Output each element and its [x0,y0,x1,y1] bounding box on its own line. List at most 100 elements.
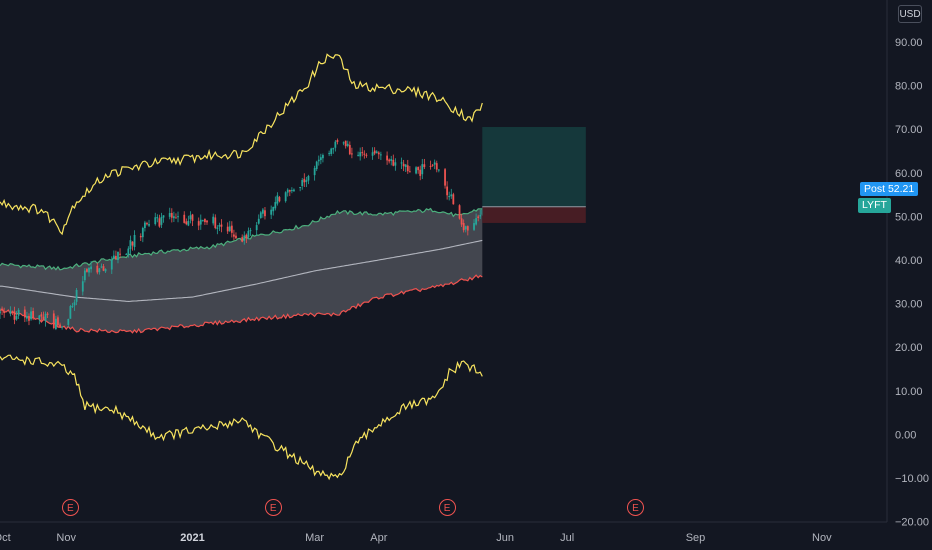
stop-loss-zone[interactable] [482,206,586,223]
profit-zone[interactable] [482,127,586,207]
candle-body [204,218,206,223]
candle-body [148,223,150,226]
candle-body [322,155,324,159]
candle-body [112,255,115,258]
candle-body [473,223,475,230]
candle-body [115,255,117,260]
earnings-marker[interactable]: E [627,499,644,516]
y-tick-label: 80.00 [895,81,923,93]
candle-body [460,218,463,225]
candle-body [319,157,322,161]
candle-body [317,159,320,162]
candle-body [361,152,364,154]
candle-body [98,268,101,273]
candle-body [156,217,159,219]
candle-body [344,140,347,147]
x-tick-label: Sep [686,532,706,544]
candle-body [86,269,88,272]
candle-body [390,159,393,161]
y-tick-label: 0.00 [895,429,916,441]
y-tick-label: 10.00 [895,386,923,398]
candle-body [54,318,57,330]
middle-line [0,239,483,302]
candle-body [400,162,403,164]
candle-body [71,305,74,307]
candle-body [38,315,41,320]
candle-body [40,314,43,317]
candle-body [288,189,291,192]
candlestick-series [0,138,484,331]
band-fill [0,208,483,333]
candle-body [83,270,86,281]
candle-body [330,148,333,154]
candle-body [162,215,165,218]
x-tick-label: Nov [812,532,832,544]
outer-band-lower-line [0,354,483,481]
candle-body [61,326,63,328]
time-axis[interactable]: Oct Nov 2021 Mar Apr Jun Jul Sep Nov [0,532,832,544]
candle-body [28,316,30,321]
y-tick-label: 50.00 [895,211,923,223]
candle-body [475,218,477,225]
candle-body [388,159,391,162]
price-axis[interactable]: 90.00 80.00 70.00 60.00 50.00 40.00 30.00 20.00… [895,37,929,529]
candle-body [129,240,132,250]
candle-body [141,227,144,238]
candle-body [201,220,204,222]
candle-body [30,311,32,320]
price-tag-value: 52.21 [887,183,915,195]
candle-body [406,165,409,172]
candle-body [466,226,469,231]
candle-body [261,209,264,214]
candle-body [435,163,438,170]
inner-band-lower-line [0,274,483,334]
candle-body [170,212,173,218]
candle-body [57,317,59,326]
candle-body [206,220,208,223]
candle-body [3,311,6,314]
candle-body [13,311,16,320]
candle-body [9,311,12,314]
candle-body [230,225,233,233]
candle-body [448,196,451,198]
candle-body [32,311,35,319]
candle-body [303,178,306,183]
candle-body [375,151,378,154]
candle-body [433,162,436,165]
candle-body [214,217,217,229]
candle-body [42,316,45,321]
currency-button[interactable]: USD [898,5,922,23]
candle-body [133,235,136,247]
candle-body [458,205,461,219]
candle-body [59,324,61,328]
candle-body [415,167,417,174]
long-position-tool[interactable] [482,127,586,223]
candle-body [245,234,248,239]
candle-body [100,266,103,268]
candle-body [187,220,190,226]
candle-body [429,165,432,167]
candle-body [464,226,467,230]
outer-band-upper-line [0,53,483,236]
x-tick-label: Apr [370,532,387,544]
symbol-label: LYFT [858,198,891,213]
candle-body [351,153,353,155]
candle-body [373,150,376,154]
earnings-marker[interactable]: E [264,499,282,516]
candle-body [44,313,47,322]
candle-body [363,153,366,155]
earnings-marker[interactable]: E [61,499,79,516]
inner-band-upper-line [0,207,483,271]
earnings-marker[interactable]: E [438,499,456,516]
candle-body [144,222,146,229]
candle-body [305,180,308,182]
candle-body [278,197,281,202]
candle-body [336,140,339,142]
candle-body [73,302,76,306]
candle-body [146,223,148,225]
candle-body [450,194,453,197]
y-tick-label: −20.00 [895,517,929,529]
y-tick-label: 70.00 [895,124,923,136]
candle-body [313,168,316,176]
